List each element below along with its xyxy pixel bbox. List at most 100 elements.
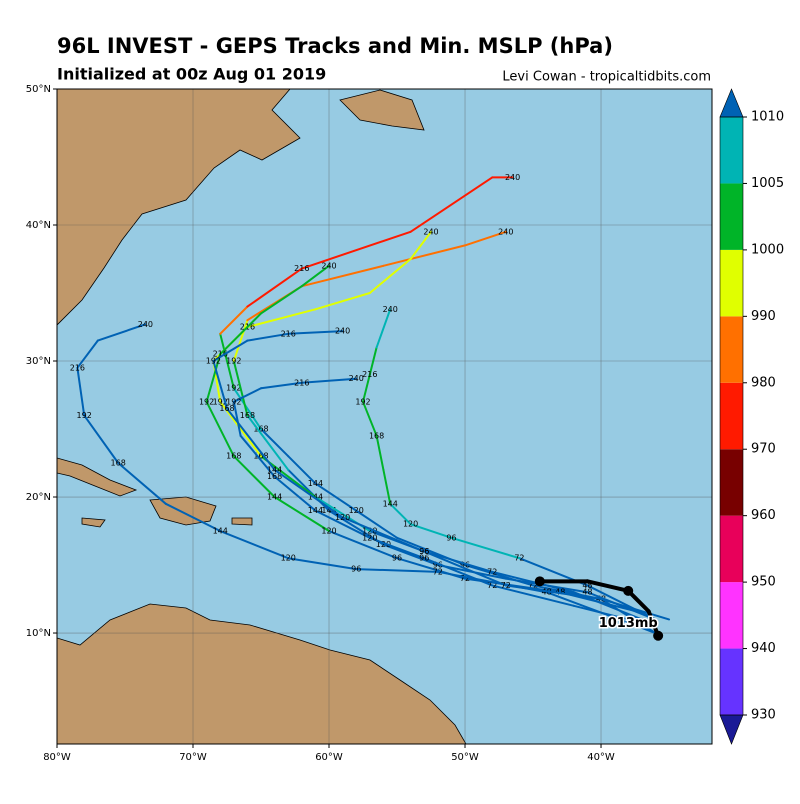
y-tick-label: 30°N <box>26 356 51 367</box>
track-segment <box>572 604 657 628</box>
hour-label: 216 <box>362 370 377 379</box>
colorbar-bin <box>720 648 743 715</box>
track-segment <box>287 330 344 335</box>
hour-label: 72 <box>528 581 538 590</box>
colorbar-bin <box>720 582 743 649</box>
track-segment <box>491 584 575 607</box>
x-tick-label: 40°W <box>587 752 615 763</box>
hour-label: 192 <box>199 397 214 406</box>
hour-label: 168 <box>267 472 282 481</box>
subtitle: Initialized at 00z Aug 01 2019 <box>57 65 326 84</box>
track-segment <box>212 360 229 410</box>
track-segment <box>300 377 358 384</box>
track-segment <box>382 468 392 505</box>
hour-label: 72 <box>501 581 511 590</box>
hour-label: 240 <box>349 374 364 383</box>
hour-label: 216 <box>294 378 309 387</box>
track-segment <box>314 509 371 539</box>
track-segment <box>232 455 276 499</box>
track-segment <box>76 339 99 369</box>
track-segment <box>96 323 147 342</box>
track-segment <box>545 591 657 635</box>
hour-label: 72 <box>514 554 524 563</box>
track-segment <box>246 308 317 329</box>
colorbar-frame <box>719 116 744 716</box>
hour-label: 168 <box>111 459 126 468</box>
hour-label: 168 <box>219 404 234 413</box>
track-segment <box>300 230 412 270</box>
hour-label: 168 <box>226 452 241 461</box>
colorbar-label: 930 <box>751 708 776 723</box>
track-segment <box>423 550 507 587</box>
mean-track-label: 1013mb <box>599 616 658 631</box>
track-segment <box>409 176 494 233</box>
mean-track-point <box>534 576 545 587</box>
hour-label: 120 <box>376 540 391 549</box>
hour-label: 96 <box>351 565 361 574</box>
track-segment <box>328 530 399 560</box>
colorbar-label: 1010 <box>751 110 784 125</box>
y-tick-label: 50°N <box>26 84 51 95</box>
credit: Levi Cowan - tropicaltidbits.com <box>502 70 711 85</box>
y-tick-label: 40°N <box>26 220 51 231</box>
hour-label: 216 <box>281 329 296 338</box>
colorbar-bin <box>720 183 743 250</box>
hour-label: 120 <box>281 554 296 563</box>
track-segment <box>164 502 222 533</box>
hour-label: 120 <box>403 520 418 529</box>
hour-label: 48 <box>582 588 592 597</box>
track-segment <box>76 366 86 417</box>
x-tick-label: 60°W <box>315 752 343 763</box>
hour-label: 144 <box>308 493 323 502</box>
track-segment <box>491 570 575 594</box>
track-segment <box>232 387 263 403</box>
track-segment <box>226 407 276 471</box>
colorbar-label: 970 <box>751 442 776 457</box>
track-segment <box>212 339 249 363</box>
hour-label: 192 <box>355 397 370 406</box>
hour-label: 240 <box>423 227 438 236</box>
track-segment <box>260 381 303 390</box>
colorbar-label: 1005 <box>751 176 784 191</box>
hour-label: 168 <box>240 411 255 420</box>
track-segment <box>300 264 385 288</box>
track-segment <box>83 414 120 465</box>
track-segment <box>260 428 290 458</box>
hour-label: 144 <box>321 506 336 515</box>
hour-label: 192 <box>77 411 92 420</box>
track-segment <box>273 475 317 512</box>
hour-label: 96 <box>419 554 429 563</box>
colorbar-label: 1000 <box>751 242 784 257</box>
hour-label: 120 <box>349 506 364 515</box>
track-segment <box>409 523 453 539</box>
hour-label: 168 <box>253 452 268 461</box>
track-segment <box>375 308 392 349</box>
track-segment <box>232 400 242 437</box>
hour-label: 72 <box>433 567 443 576</box>
hour-label: 240 <box>505 173 520 182</box>
hour-label: 96 <box>460 561 470 570</box>
track-segment <box>450 536 521 560</box>
track-segment <box>586 584 657 621</box>
track-segment <box>341 516 426 553</box>
hour-label: 192 <box>226 397 241 406</box>
colorbar-bin <box>720 249 743 317</box>
hour-label: 96 <box>419 547 429 556</box>
hour-label: 240 <box>321 261 336 270</box>
hour-label: 96 <box>446 533 456 542</box>
colorbar-bin <box>720 117 743 184</box>
track-segment <box>355 509 399 539</box>
hour-label: 144 <box>267 465 282 474</box>
hour-label: 240 <box>335 327 350 336</box>
hour-label: 168 <box>253 425 268 434</box>
hour-label: 144 <box>383 499 398 508</box>
colorbar-label: 940 <box>751 641 776 656</box>
track-segment <box>219 400 263 458</box>
track-segment <box>362 400 378 437</box>
y-tick-label: 20°N <box>26 492 51 503</box>
colorbar-label: 980 <box>751 375 776 390</box>
hour-label: 240 <box>383 305 398 314</box>
hour-label: 72 <box>487 567 497 576</box>
mean-track-segment <box>585 579 631 593</box>
colorbar-under <box>719 714 744 745</box>
